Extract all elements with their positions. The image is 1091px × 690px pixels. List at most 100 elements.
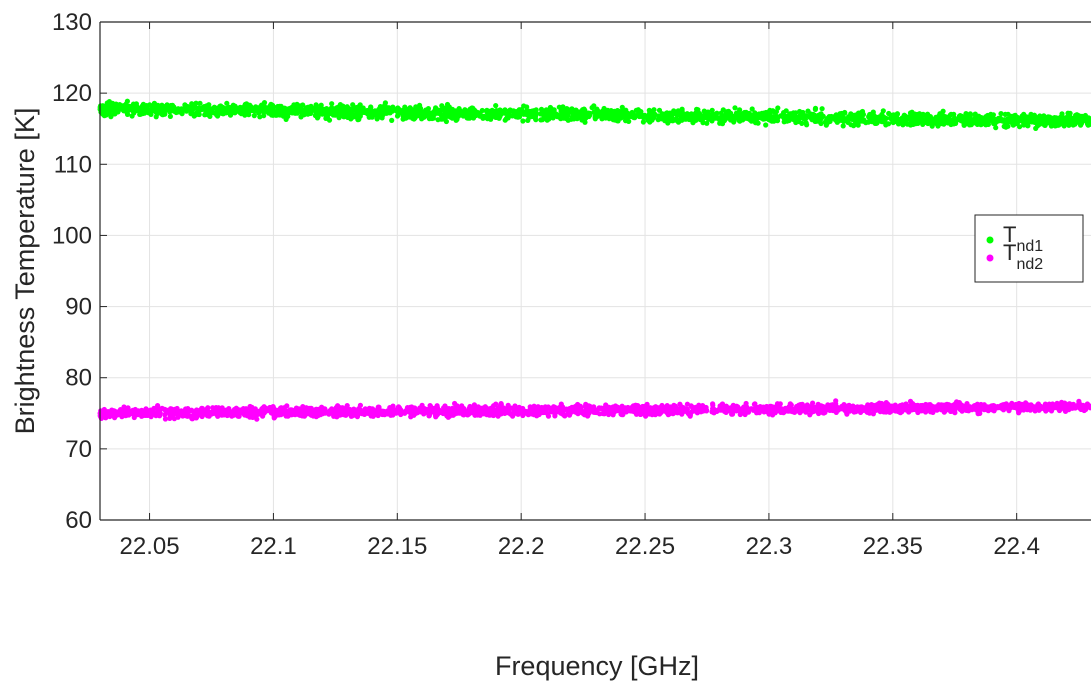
data-point bbox=[931, 406, 938, 412]
data-point bbox=[473, 407, 479, 413]
series-nd1 bbox=[97, 98, 1091, 131]
data-point bbox=[395, 109, 401, 115]
data-point bbox=[900, 122, 906, 128]
data-point bbox=[280, 113, 286, 119]
data-point bbox=[365, 410, 371, 416]
data-point bbox=[270, 410, 276, 416]
data-point bbox=[155, 406, 161, 412]
data-point bbox=[623, 114, 629, 120]
data-point bbox=[389, 117, 395, 123]
data-point bbox=[633, 411, 640, 417]
data-point bbox=[740, 409, 746, 415]
data-point bbox=[344, 403, 350, 409]
data-point bbox=[346, 107, 352, 113]
data-point bbox=[261, 100, 268, 106]
data-point bbox=[435, 117, 441, 123]
data-point bbox=[554, 406, 560, 412]
data-point bbox=[103, 112, 109, 118]
data-point bbox=[1073, 112, 1079, 118]
data-point bbox=[433, 405, 439, 411]
x-tick-label: 22.1 bbox=[250, 533, 297, 560]
data-point bbox=[534, 413, 540, 419]
data-point bbox=[754, 113, 760, 119]
data-point bbox=[124, 111, 131, 117]
data-point bbox=[719, 121, 726, 127]
data-point bbox=[876, 400, 883, 406]
data-point bbox=[928, 116, 935, 122]
data-point bbox=[1063, 407, 1069, 413]
data-point bbox=[900, 114, 906, 121]
data-point bbox=[972, 116, 978, 122]
x-axis-label: Frequency [GHz] bbox=[495, 651, 699, 681]
data-point bbox=[820, 113, 826, 119]
data-point bbox=[825, 402, 831, 408]
x-tick-label: 22.3 bbox=[746, 533, 793, 560]
data-point bbox=[1067, 110, 1073, 116]
series-nd2 bbox=[97, 398, 1091, 422]
data-point bbox=[882, 119, 888, 125]
data-point bbox=[1005, 111, 1011, 117]
data-point bbox=[586, 111, 593, 117]
data-point bbox=[863, 120, 869, 126]
data-point bbox=[1086, 403, 1091, 409]
data-point bbox=[429, 407, 435, 414]
data-point bbox=[294, 110, 300, 116]
data-point bbox=[1023, 406, 1029, 412]
data-point bbox=[147, 107, 153, 113]
data-point bbox=[859, 108, 866, 115]
data-point bbox=[493, 103, 499, 109]
data-point bbox=[249, 404, 255, 410]
data-point bbox=[396, 405, 403, 411]
data-point bbox=[546, 116, 552, 122]
data-point bbox=[349, 411, 355, 417]
data-point bbox=[255, 410, 261, 416]
data-point bbox=[773, 109, 780, 115]
data-point bbox=[858, 409, 864, 415]
data-point bbox=[983, 122, 989, 128]
data-point bbox=[239, 409, 245, 415]
legend-label-tnd2: Tnd2 bbox=[1003, 240, 1043, 273]
data-point bbox=[1025, 121, 1031, 127]
data-point bbox=[701, 112, 708, 118]
data-point bbox=[778, 409, 784, 415]
data-point bbox=[1069, 405, 1075, 411]
data-point bbox=[544, 107, 550, 113]
data-point bbox=[1017, 124, 1023, 130]
data-point bbox=[735, 407, 741, 413]
data-point bbox=[515, 109, 522, 115]
data-point bbox=[686, 412, 693, 418]
data-point bbox=[248, 104, 254, 110]
data-point bbox=[236, 107, 242, 113]
data-point bbox=[813, 404, 820, 410]
data-point bbox=[378, 111, 384, 117]
data-point bbox=[379, 411, 385, 418]
data-point bbox=[191, 413, 197, 419]
data-point bbox=[301, 409, 307, 415]
data-point bbox=[350, 102, 356, 108]
data-point bbox=[709, 107, 715, 113]
data-point bbox=[843, 409, 849, 415]
data-point bbox=[748, 118, 755, 124]
data-point bbox=[314, 107, 320, 113]
data-point bbox=[964, 407, 970, 413]
data-point bbox=[1021, 114, 1027, 121]
data-point bbox=[1028, 402, 1034, 408]
data-point bbox=[945, 407, 951, 413]
data-point bbox=[1039, 404, 1045, 410]
data-point bbox=[608, 114, 614, 120]
data-point bbox=[713, 115, 719, 121]
data-point bbox=[679, 108, 685, 114]
data-point bbox=[382, 100, 388, 106]
data-point bbox=[749, 113, 755, 119]
x-tick-label: 22.2 bbox=[498, 533, 545, 560]
data-point bbox=[426, 110, 433, 116]
data-point bbox=[657, 411, 663, 417]
data-point bbox=[1038, 114, 1044, 120]
data-point bbox=[314, 410, 320, 416]
data-point bbox=[211, 104, 217, 110]
data-point bbox=[903, 407, 910, 413]
data-point bbox=[678, 403, 684, 409]
data-point bbox=[1026, 406, 1032, 412]
data-point bbox=[1035, 123, 1041, 129]
data-point bbox=[243, 408, 249, 414]
